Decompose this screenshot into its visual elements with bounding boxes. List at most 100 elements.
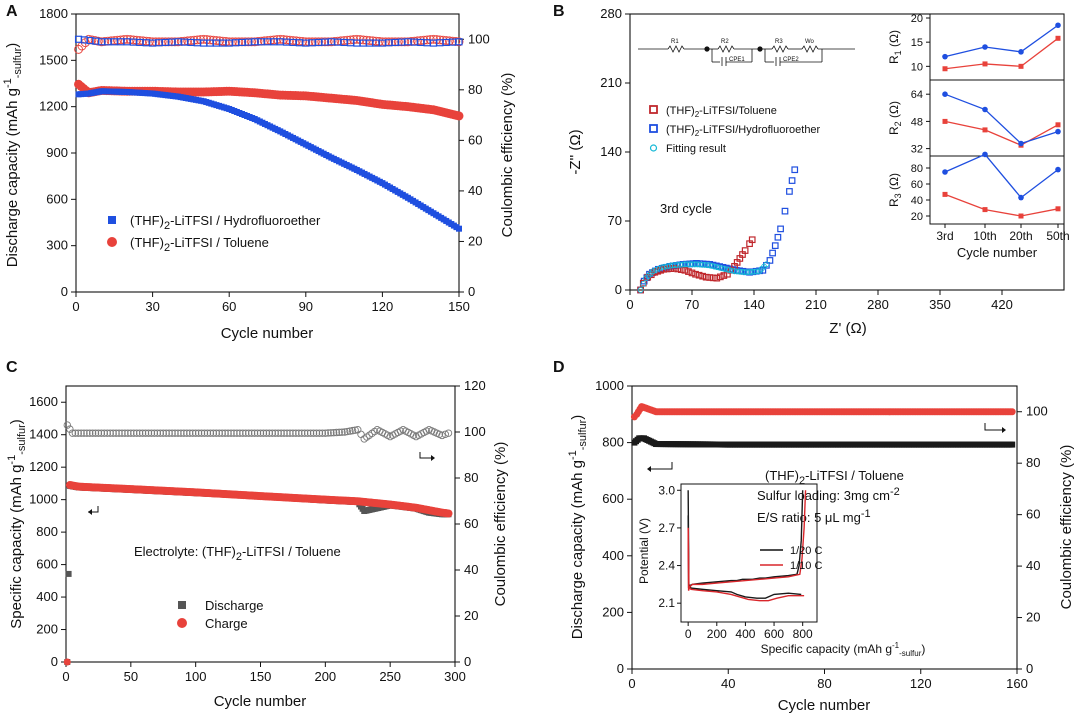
legend-marker-discharge	[178, 601, 186, 609]
ce-point	[221, 429, 229, 437]
inset-point-hydrofluoroether	[1055, 22, 1061, 29]
panel-b-inset-charts: 10 15 20 32 48 64 20 40 60 80 3rd 10th 20th 50th	[911, 13, 1070, 243]
panel-d-left-axis-arrowhead	[647, 466, 651, 472]
circuit-resistor-r3	[771, 45, 789, 53]
y-tick-label: 1000	[595, 378, 624, 393]
y-tick-label: 0	[615, 282, 622, 297]
x-tick-label: 70	[685, 297, 699, 312]
ce-point	[218, 429, 226, 437]
inset-x-tick-label: 400	[735, 627, 755, 641]
x-tick-label: 0	[72, 299, 79, 314]
nyquist-hydrofluoroether-point	[781, 207, 789, 215]
ce-point	[441, 430, 449, 438]
panel-d-inset-x-label: Specific capacity (mAh g-1-sulfur)	[761, 641, 926, 658]
ce-point	[242, 429, 250, 437]
ce-point	[77, 429, 85, 437]
inset-point-hydrofluoroether	[1018, 140, 1024, 147]
panel-b-y-label: -Z'' (Ω)	[567, 129, 584, 174]
ce-toluene-point	[253, 37, 263, 46]
ce-point	[262, 429, 271, 437]
capacity-toluene-point	[454, 111, 464, 121]
legend-label-hydrofluoroether: (THF)2-LiTFSI/Hydrofluoroether	[666, 124, 821, 138]
ce-point	[177, 429, 185, 437]
ce-point	[341, 428, 349, 436]
ce-point	[286, 429, 294, 437]
ce-point	[133, 429, 141, 437]
nyquist-toluene-point	[692, 270, 699, 278]
inset-line-toluene	[944, 120, 1059, 146]
panel-b-data-marks	[637, 166, 799, 294]
ce-point	[351, 426, 359, 434]
ce-point	[147, 429, 156, 437]
nyquist-hydrofluoroether-point	[788, 177, 796, 184]
inset-r2-frame	[929, 79, 1065, 157]
inset-y-tick-label: 15	[911, 37, 923, 49]
circuit-warburg-wo	[801, 45, 819, 53]
ce-toluene-point	[247, 37, 256, 47]
ce-point	[335, 428, 343, 437]
nyquist-hydrofluoroether-point	[766, 257, 774, 264]
ce-point	[197, 429, 206, 437]
ce-point	[1008, 408, 1016, 416]
y2-tick-label: 80	[1026, 455, 1040, 470]
y-tick-label: 0	[51, 654, 58, 669]
ce-point	[83, 429, 91, 437]
nyquist-fitting-point	[661, 263, 668, 270]
ce-toluene-point	[454, 37, 464, 47]
ce-toluene-point	[173, 37, 183, 47]
y-tick-label: 600	[602, 491, 624, 506]
inset-line-toluene	[944, 193, 1059, 217]
inset-y-tick-label: 64	[911, 89, 923, 101]
y2-tick-label: 80	[468, 82, 482, 97]
nyquist-fitting-point	[753, 268, 760, 275]
equivalent-circuit-diagram	[638, 45, 855, 66]
y-tick-label: 280	[600, 6, 622, 21]
y-tick-label: 0	[617, 661, 624, 676]
inset-line-hydrofluoroether	[944, 93, 1059, 145]
panel-a-y2-label: Coulombic efficiency (%)	[499, 73, 516, 238]
inset-point-hydrofluoroether	[942, 169, 948, 175]
ce-point	[209, 429, 218, 437]
ce-toluene-point	[400, 37, 410, 47]
panel-b-legend: (THF)2-LiTFSI/Toluene (THF)2-LiTFSI/Hydr…	[649, 105, 821, 155]
panel-d-right-axis-arrowhead	[1002, 427, 1006, 433]
inset-x-tick-label: 50th	[1046, 229, 1069, 243]
ce-toluene-point	[74, 44, 84, 54]
ce-point	[346, 427, 354, 435]
ce-toluene-point	[97, 37, 106, 47]
y-tick-label: 70	[608, 213, 622, 228]
nyquist-toluene-point	[699, 272, 706, 280]
ce-point	[194, 429, 203, 437]
ce-toluene-point	[288, 36, 298, 45]
ce-point	[303, 429, 312, 437]
ce-point	[271, 429, 279, 437]
ce-toluene-point	[167, 37, 177, 47]
inset-y-tick-label: 40	[911, 195, 923, 207]
x-tick-label: 30	[145, 299, 159, 314]
discharge-capacity-point	[1009, 441, 1016, 448]
x-tick-label: 150	[250, 669, 272, 684]
circuit-resistor-r1	[667, 45, 685, 53]
panel-c-plot-frame	[65, 385, 456, 663]
nyquist-toluene-point	[748, 236, 756, 244]
y2-tick-label: 20	[468, 233, 482, 248]
circuit-label-r3: R3	[775, 39, 783, 45]
ce-point	[121, 429, 129, 437]
inset-y-tick-label: 20	[911, 211, 923, 223]
discharge-point	[65, 570, 72, 577]
inset-y-tick-label: 2.4	[658, 559, 675, 573]
nyquist-hydrofluoroether-point	[777, 225, 784, 233]
charge-point	[444, 509, 453, 518]
panel-d-label: D	[553, 359, 565, 376]
y-tick-label: 1400	[29, 427, 58, 442]
panel-c-chart: C 0 50 100 150 200 250 300 0200400600800100012…	[6, 359, 509, 710]
y2-tick-label: 40	[468, 183, 482, 198]
inset-point-hydrofluoroether	[982, 151, 988, 158]
y-tick-label: 210	[600, 75, 622, 90]
circuit-label-r1: R1	[671, 39, 679, 45]
nyquist-fitting-point	[640, 281, 647, 288]
ce-point	[444, 429, 453, 437]
panel-b-label: B	[553, 3, 565, 20]
ce-point	[203, 429, 212, 437]
inset-point-hydrofluoroether	[982, 44, 988, 50]
